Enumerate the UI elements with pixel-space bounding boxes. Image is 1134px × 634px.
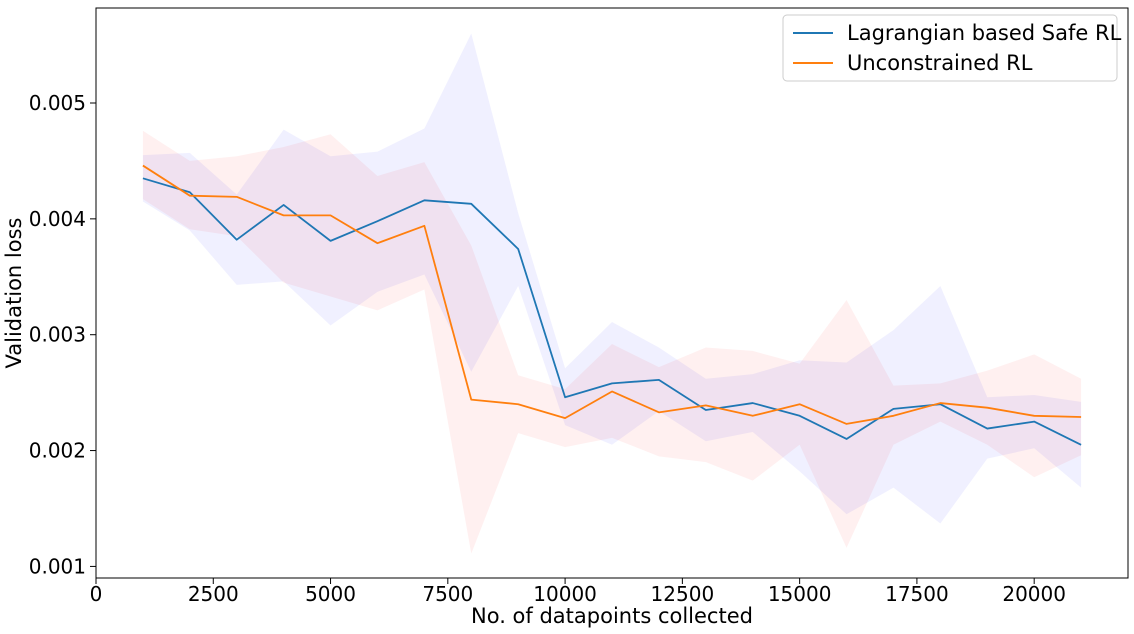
x-tick-label: 10000 [533,582,597,606]
y-axis-ticks: 0.001 0.002 0.003 0.004 0.005 [29,91,96,578]
x-tick-label: 17500 [885,582,949,606]
band-series-1 [142,130,1082,554]
x-tick-label: 15000 [768,582,832,606]
x-tick-label: 2500 [188,582,239,606]
legend-label-unconstrained: Unconstrained RL [847,51,1033,75]
series-lines [142,164,1082,446]
legend-label-lagrangian: Lagrangian based Safe RL [847,21,1122,45]
x-tick-label: 0 [90,582,103,606]
legend: Lagrangian based Safe RL Unconstrained R… [782,14,1122,82]
x-tick-label: 20000 [1002,582,1066,606]
y-tick-label: 0.003 [29,323,86,347]
plot-frame [95,7,1129,579]
y-tick-label: 0.001 [29,554,86,578]
x-tick-label: 12500 [651,582,715,606]
x-axis-title: No. of datapoints collected [471,604,753,628]
y-tick-label: 0.002 [29,439,86,463]
line-series-1 [142,164,1082,425]
y-tick-label: 0.005 [29,91,86,115]
x-axis-ticks: 0 2500 5000 7500 10000 12500 15000 17500 20000 [90,578,1066,606]
confidence-bands [142,33,1082,554]
legend-box [782,14,1118,82]
x-tick-label: 5000 [305,582,356,606]
band-series-0 [142,33,1082,524]
y-tick-label: 0.004 [29,207,86,231]
x-tick-label: 7500 [422,582,473,606]
y-axis-title: Validation loss [2,218,26,369]
line-series-0 [142,177,1082,446]
